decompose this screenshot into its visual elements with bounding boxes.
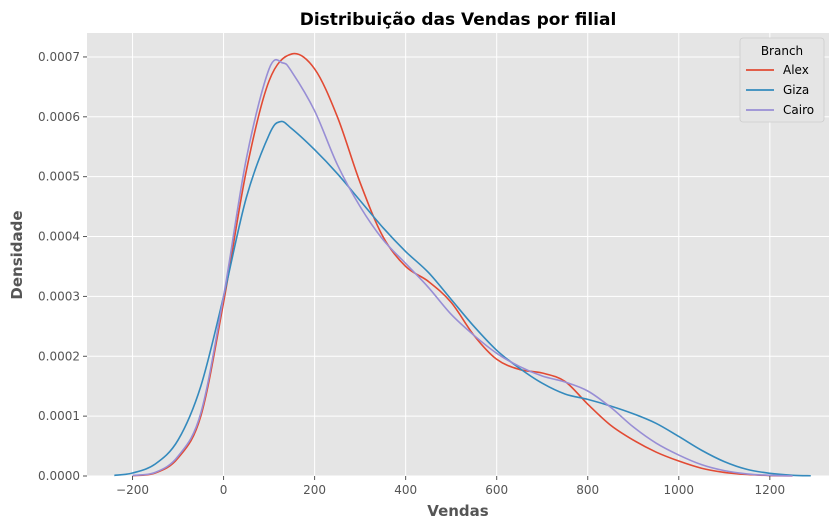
x-tick-label: 0 <box>220 483 228 497</box>
y-tick-label: 0.0000 <box>38 469 80 483</box>
legend: Branch Alex Giza Cairo <box>739 37 825 123</box>
y-tick-label: 0.0005 <box>38 170 80 184</box>
legend-title: Branch <box>761 44 803 58</box>
x-tick-label: 400 <box>394 483 417 497</box>
y-axis-label: Densidade <box>8 210 26 299</box>
x-axis: −200 0 200 400 600 800 1000 1200 <box>116 476 785 497</box>
x-tick-label: −200 <box>116 483 149 497</box>
x-tick-label: 800 <box>576 483 599 497</box>
y-tick-label: 0.0001 <box>38 409 80 423</box>
y-tick-label: 0.0002 <box>38 349 80 363</box>
legend-label-alex: Alex <box>783 63 809 77</box>
series-line-alex <box>132 52 793 477</box>
y-tick-label: 0.0004 <box>38 230 80 244</box>
x-axis-label: Vendas <box>427 502 489 520</box>
legend-items: Alex Giza Cairo <box>746 63 814 117</box>
x-tick-label: 200 <box>303 483 326 497</box>
series-lines <box>114 52 811 477</box>
legend-label-cairo: Cairo <box>783 103 814 117</box>
legend-label-giza: Giza <box>783 83 809 97</box>
legend-box <box>739 37 825 123</box>
plot-area <box>87 33 829 476</box>
grid-lines <box>87 33 829 477</box>
chart-title: Distribuição das Vendas por filial <box>300 10 617 30</box>
x-tick-label: 1200 <box>755 483 786 497</box>
y-tick-label: 0.0003 <box>38 289 80 303</box>
x-tick-label: 1000 <box>664 483 695 497</box>
y-tick-label: 0.0006 <box>38 110 80 124</box>
y-tick-label: 0.0007 <box>38 50 80 64</box>
y-axis: 0.0000 0.0001 0.0002 0.0003 0.0004 0.0005 0.00… <box>38 50 87 483</box>
x-tick-label: 600 <box>485 483 508 497</box>
series-line-cairo <box>132 58 793 477</box>
